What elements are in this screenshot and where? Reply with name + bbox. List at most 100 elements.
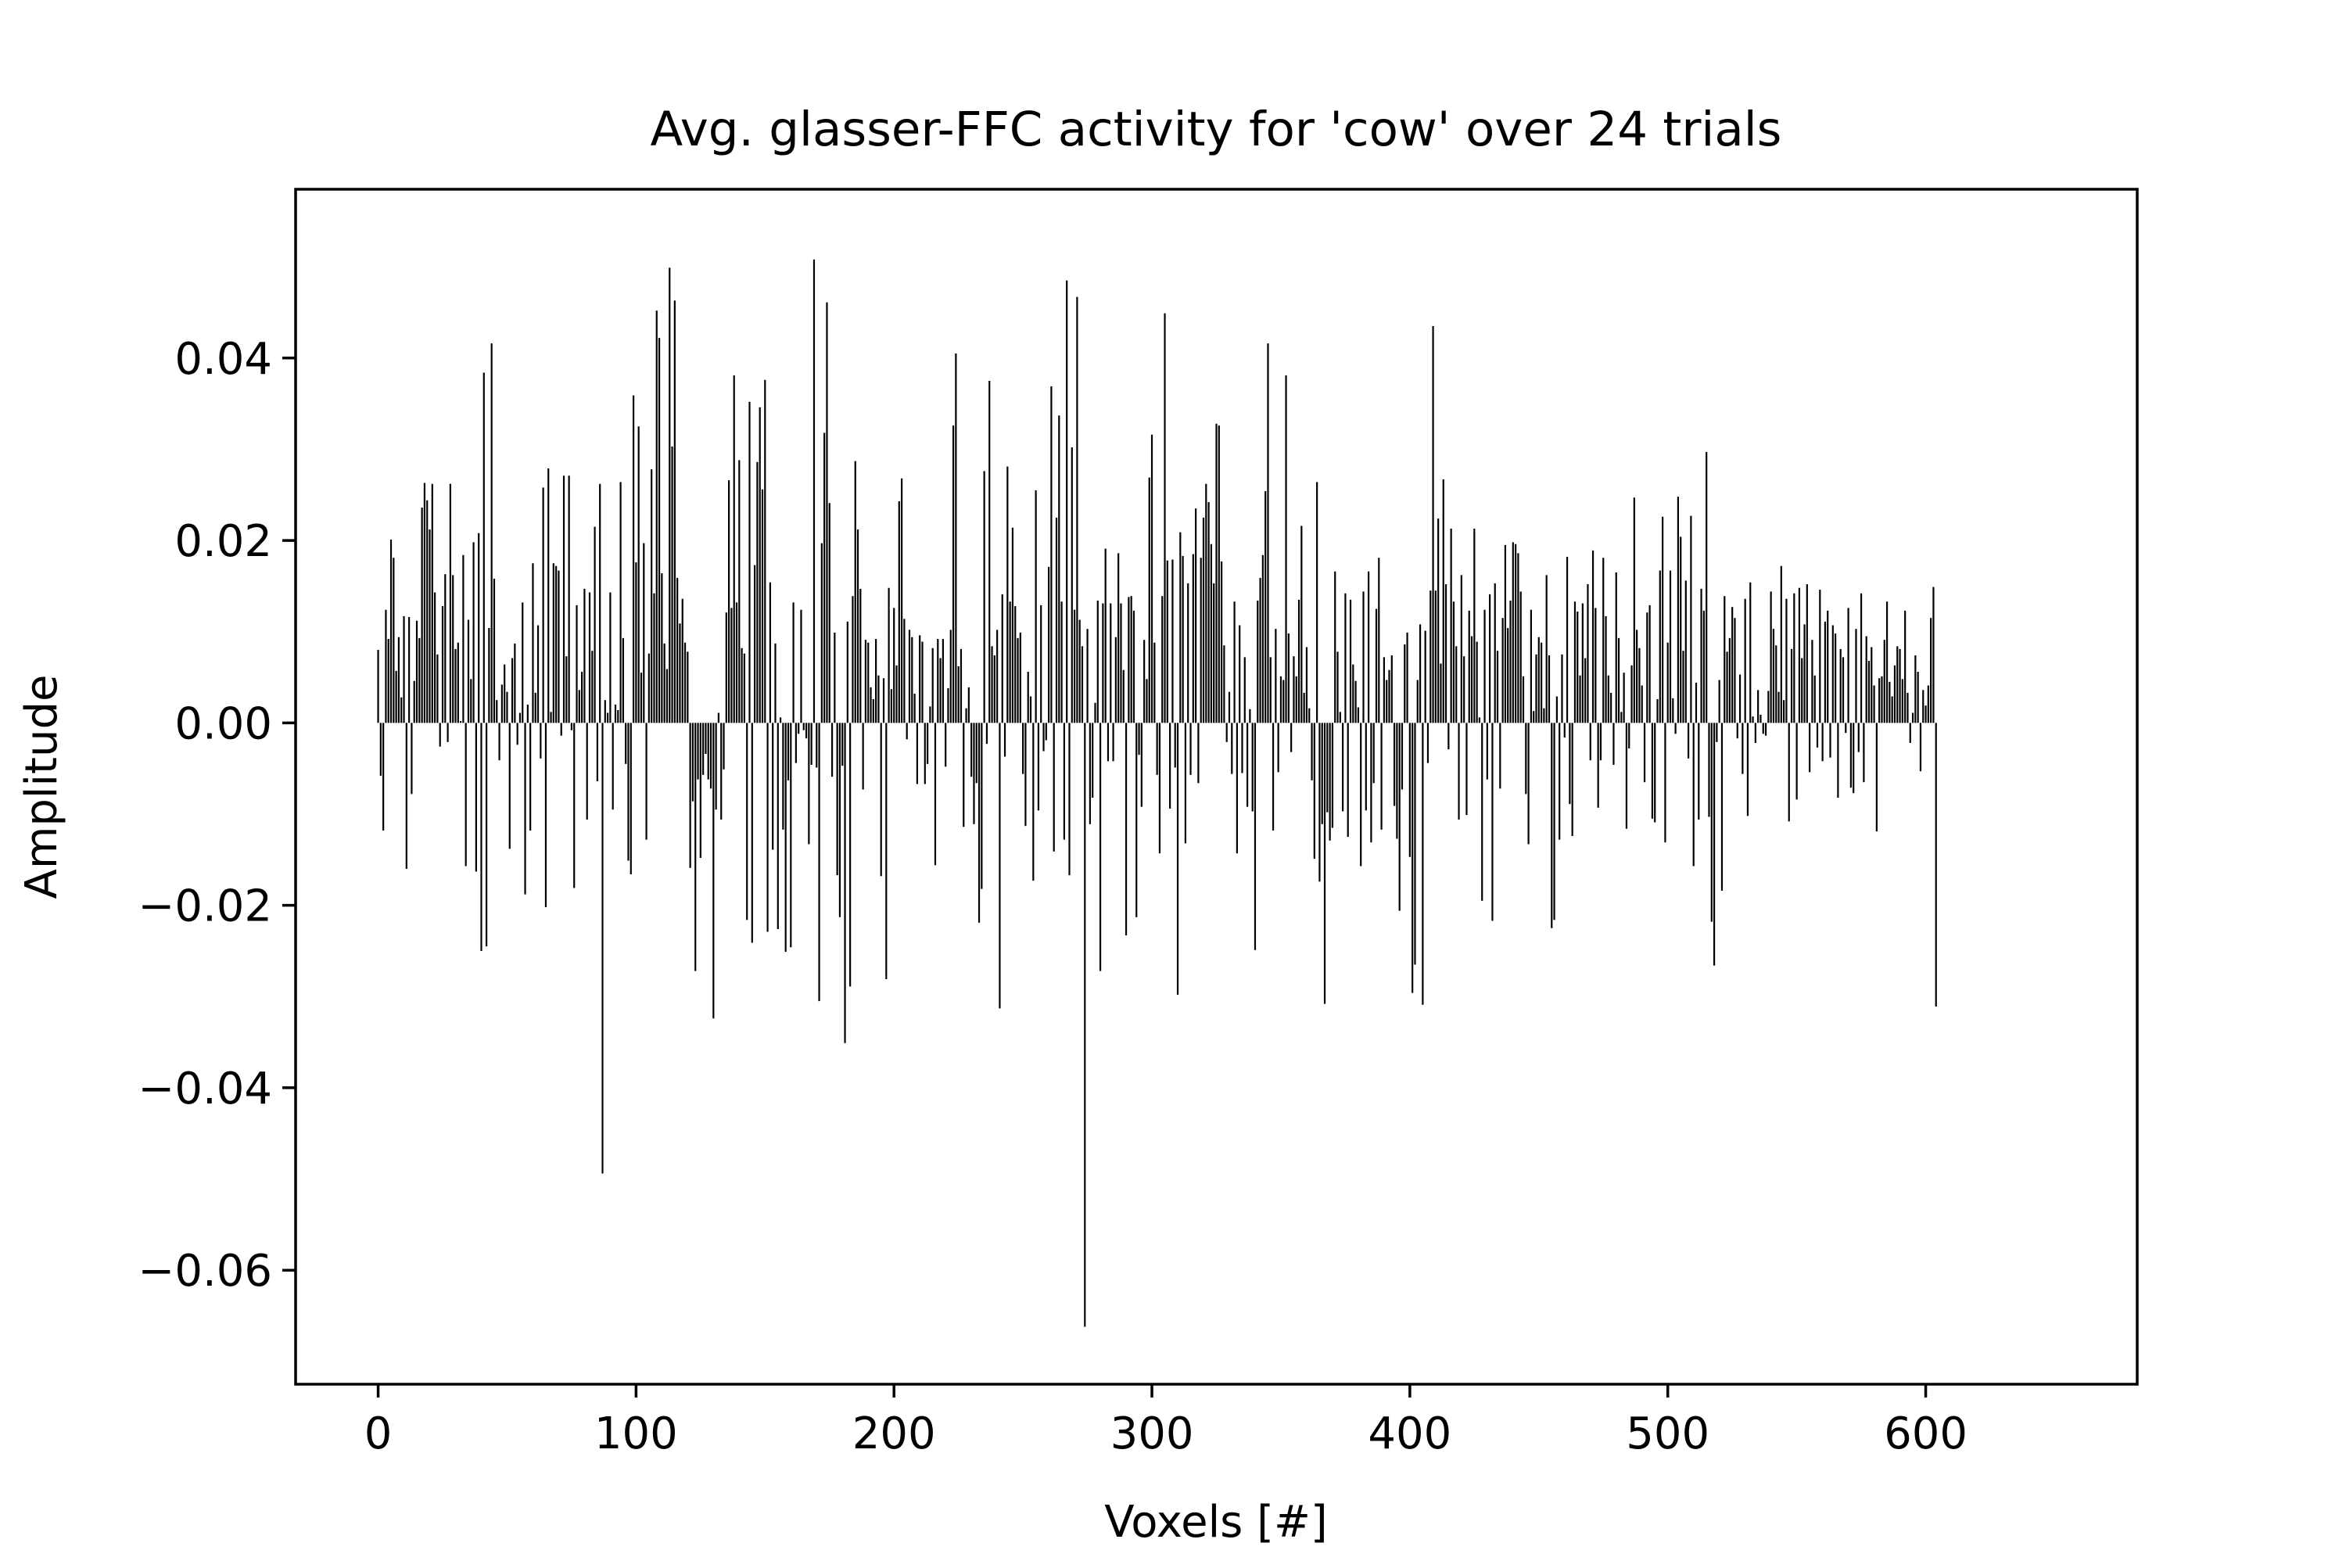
x-tick-label: 600 <box>1884 1408 1968 1459</box>
bar-voxel-232 <box>975 723 978 784</box>
bar-voxel-380 <box>1357 707 1360 723</box>
bar-voxel-354 <box>1290 723 1293 752</box>
bar-voxel-130 <box>712 723 715 1019</box>
bar-voxel-167 <box>808 723 810 845</box>
bar-voxel-529 <box>1742 723 1744 774</box>
bar-voxel-450 <box>1537 637 1540 723</box>
bar-voxel-409 <box>1432 325 1434 723</box>
bar-voxel-259 <box>1045 723 1047 741</box>
bar-voxel-536 <box>1760 714 1762 723</box>
bar-voxel-525 <box>1731 607 1734 723</box>
bar-voxel-586 <box>1889 681 1891 723</box>
bar-voxel-224 <box>955 353 957 723</box>
x-tick-label: 500 <box>1626 1408 1709 1459</box>
bar-voxel-1 <box>379 723 382 776</box>
bar-voxel-464 <box>1573 601 1577 723</box>
bar-voxel-544 <box>1780 565 1782 723</box>
bar-voxel-30 <box>454 648 457 723</box>
bar-voxel-276 <box>1089 723 1091 824</box>
bar-voxel-356 <box>1295 676 1297 723</box>
bar-voxel-436 <box>1501 618 1504 723</box>
bar-voxel-319 <box>1200 558 1202 723</box>
bar-voxel-503 <box>1674 723 1677 734</box>
bar-voxel-411 <box>1437 518 1440 723</box>
bar-voxel-235 <box>983 471 985 723</box>
bar-voxel-504 <box>1677 497 1679 723</box>
bar-voxel-93 <box>617 710 619 723</box>
bar-voxel-446 <box>1527 723 1530 845</box>
bar-voxel-33 <box>462 554 465 723</box>
bar-voxel-35 <box>467 619 470 723</box>
bar-voxel-339 <box>1251 723 1254 812</box>
bar-voxel-239 <box>993 655 995 723</box>
bar-voxel-449 <box>1535 654 1537 723</box>
y-tick-label: 0.04 <box>174 334 272 385</box>
bar-voxel-71 <box>560 723 562 736</box>
bar-voxel-296 <box>1140 723 1143 807</box>
bar-voxel-104 <box>645 723 647 840</box>
plot-area-frame <box>294 188 2139 1386</box>
bar-voxel-577 <box>1865 636 1867 723</box>
bar-voxel-109 <box>658 338 661 723</box>
bar-voxel-191 <box>870 687 872 723</box>
bar-voxel-337 <box>1246 723 1249 807</box>
bar-voxel-125 <box>699 723 701 858</box>
bar-voxel-554 <box>1806 584 1808 723</box>
bar-voxel-507 <box>1684 580 1687 723</box>
bar-voxel-330 <box>1228 691 1231 723</box>
bar-voxel-516 <box>1708 723 1710 817</box>
bar-voxel-443 <box>1519 591 1522 723</box>
bar-voxel-206 <box>908 630 911 723</box>
bar-voxel-27 <box>447 723 449 742</box>
bar-voxel-601 <box>1927 685 1929 723</box>
bar-voxel-548 <box>1790 648 1793 723</box>
bar-voxel-173 <box>823 432 826 723</box>
bar-voxel-373 <box>1339 712 1341 723</box>
bar-voxel-398 <box>1404 644 1406 723</box>
bar-voxel-41 <box>482 372 485 723</box>
bar-voxel-49 <box>504 664 506 723</box>
bar-voxel-311 <box>1179 532 1182 723</box>
bar-voxel-97 <box>627 723 630 861</box>
bar-voxel-148 <box>759 407 761 723</box>
bar-voxel-419 <box>1458 723 1460 820</box>
bar-voxel-123 <box>694 723 697 971</box>
bar-voxel-288 <box>1120 603 1122 723</box>
bar-voxel-271 <box>1076 296 1078 723</box>
bar-voxel-499 <box>1664 723 1666 843</box>
bar-voxel-359 <box>1303 692 1305 723</box>
bar-voxel-177 <box>834 632 836 723</box>
bar-voxel-307 <box>1169 723 1171 809</box>
bar-voxel-179 <box>838 723 841 917</box>
bar-voxel-111 <box>663 643 665 723</box>
bar-voxel-349 <box>1277 723 1279 773</box>
bar-voxel-103 <box>643 543 645 723</box>
bar-voxel-441 <box>1515 544 1517 723</box>
bar-voxel-279 <box>1096 601 1099 723</box>
bar-voxel-583 <box>1881 676 1883 723</box>
bar-voxel-18 <box>423 483 426 723</box>
bar-voxel-290 <box>1125 723 1128 936</box>
bar-voxel-514 <box>1702 610 1705 723</box>
bar-voxel-452 <box>1543 708 1545 723</box>
bar-voxel-26 <box>444 574 447 723</box>
bar-voxel-100 <box>635 562 637 723</box>
bar-voxel-596 <box>1914 655 1917 723</box>
bar-voxel-531 <box>1746 723 1749 816</box>
bar-voxel-197 <box>885 723 888 980</box>
bar-voxel-423 <box>1468 610 1470 723</box>
bar-voxel-440 <box>1512 542 1514 723</box>
bar-voxel-415 <box>1447 723 1450 750</box>
bar-voxel-309 <box>1174 723 1176 768</box>
bar-voxel-412 <box>1440 663 1442 723</box>
bar-voxel-395 <box>1396 723 1398 839</box>
bar-voxel-204 <box>903 619 906 723</box>
bar-voxel-324 <box>1213 583 1215 723</box>
bar-voxel-11 <box>405 723 407 869</box>
bar-voxel-550 <box>1795 723 1798 800</box>
bar-voxel-466 <box>1579 675 1581 723</box>
bar-voxel-600 <box>1925 705 1927 723</box>
bar-voxel-453 <box>1545 575 1548 723</box>
bar-voxel-139 <box>735 602 738 723</box>
bar-voxel-260 <box>1048 566 1050 723</box>
